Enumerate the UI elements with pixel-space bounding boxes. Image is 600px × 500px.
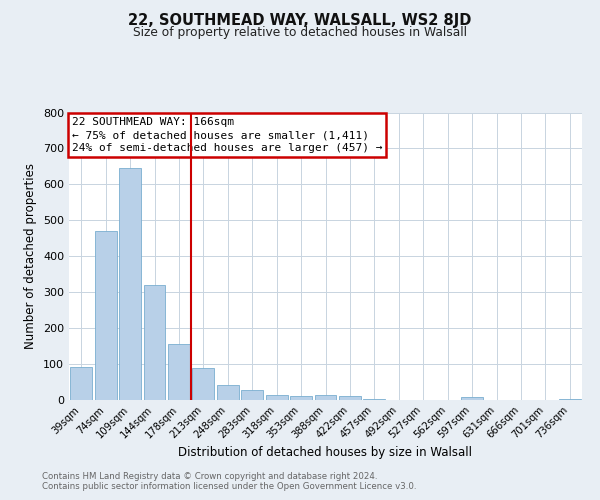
Text: Size of property relative to detached houses in Walsall: Size of property relative to detached ho… [133, 26, 467, 39]
Bar [168, 344, 190, 400]
Bar [95, 231, 116, 400]
Text: Contains public sector information licensed under the Open Government Licence v3: Contains public sector information licen… [42, 482, 416, 491]
Text: Contains HM Land Registry data © Crown copyright and database right 2024.: Contains HM Land Registry data © Crown c… [42, 472, 377, 481]
Bar [559, 399, 581, 400]
Bar [70, 366, 92, 400]
Bar [241, 390, 263, 400]
Text: 22, SOUTHMEAD WAY, WALSALL, WS2 8JD: 22, SOUTHMEAD WAY, WALSALL, WS2 8JD [128, 12, 472, 28]
Bar [339, 396, 361, 400]
X-axis label: Distribution of detached houses by size in Walsall: Distribution of detached houses by size … [179, 446, 473, 459]
Bar [119, 168, 141, 400]
Bar [314, 394, 337, 400]
Bar [193, 368, 214, 400]
Bar [461, 397, 483, 400]
Bar [143, 285, 166, 400]
Bar [266, 394, 287, 400]
Bar [290, 396, 312, 400]
Y-axis label: Number of detached properties: Number of detached properties [25, 163, 37, 350]
Bar [217, 385, 239, 400]
Bar [364, 399, 385, 400]
Text: 22 SOUTHMEAD WAY: 166sqm
← 75% of detached houses are smaller (1,411)
24% of sem: 22 SOUTHMEAD WAY: 166sqm ← 75% of detach… [71, 117, 382, 153]
